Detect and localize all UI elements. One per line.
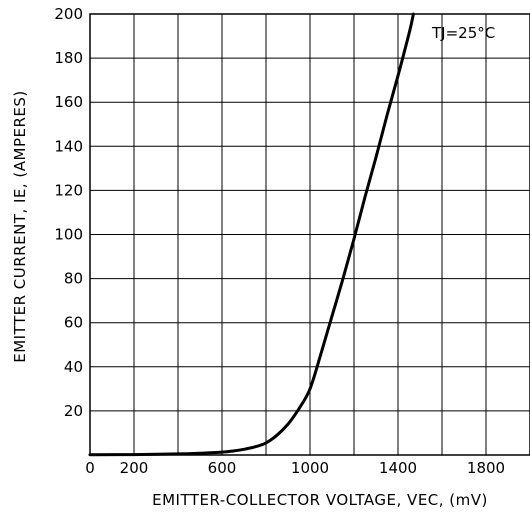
y-tick-label: 100 [54,226,83,244]
y-tick-label: 140 [54,137,83,155]
y-tick-label: 200 [54,5,83,23]
grid-lines [90,14,530,455]
x-tick-label: 600 [208,459,237,477]
y-tick-label: 80 [64,270,83,288]
y-tick-labels: 20 40 60 80 100 120 140 160 180 200 [54,5,83,420]
x-axis-title: EMITTER-COLLECTOR VOLTAGE, VEC, (mV) [152,491,488,509]
y-tick-label: 120 [54,181,83,199]
temperature-annotation: TJ=25°C [431,24,495,42]
x-tick-label: 1800 [467,459,505,477]
y-tick-label: 60 [64,314,83,332]
y-tick-label: 160 [54,93,83,111]
plot-frame [89,13,530,456]
x-tick-label: 1400 [379,459,417,477]
x-tick-label: 200 [120,459,149,477]
y-axis-title: EMITTER CURRENT, IE, (AMPERES) [11,90,29,363]
x-tick-labels: 0 200 600 1000 1400 1800 [85,459,505,477]
ie-vs-vec-curve [88,12,415,457]
y-tick-label: 180 [54,49,83,67]
y-tick-label: 40 [64,358,83,376]
x-tick-label: 0 [85,459,95,477]
y-tick-label: 20 [64,402,83,420]
x-tick-label: 1000 [291,459,329,477]
